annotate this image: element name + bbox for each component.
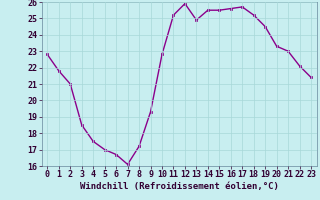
X-axis label: Windchill (Refroidissement éolien,°C): Windchill (Refroidissement éolien,°C)	[80, 182, 279, 191]
